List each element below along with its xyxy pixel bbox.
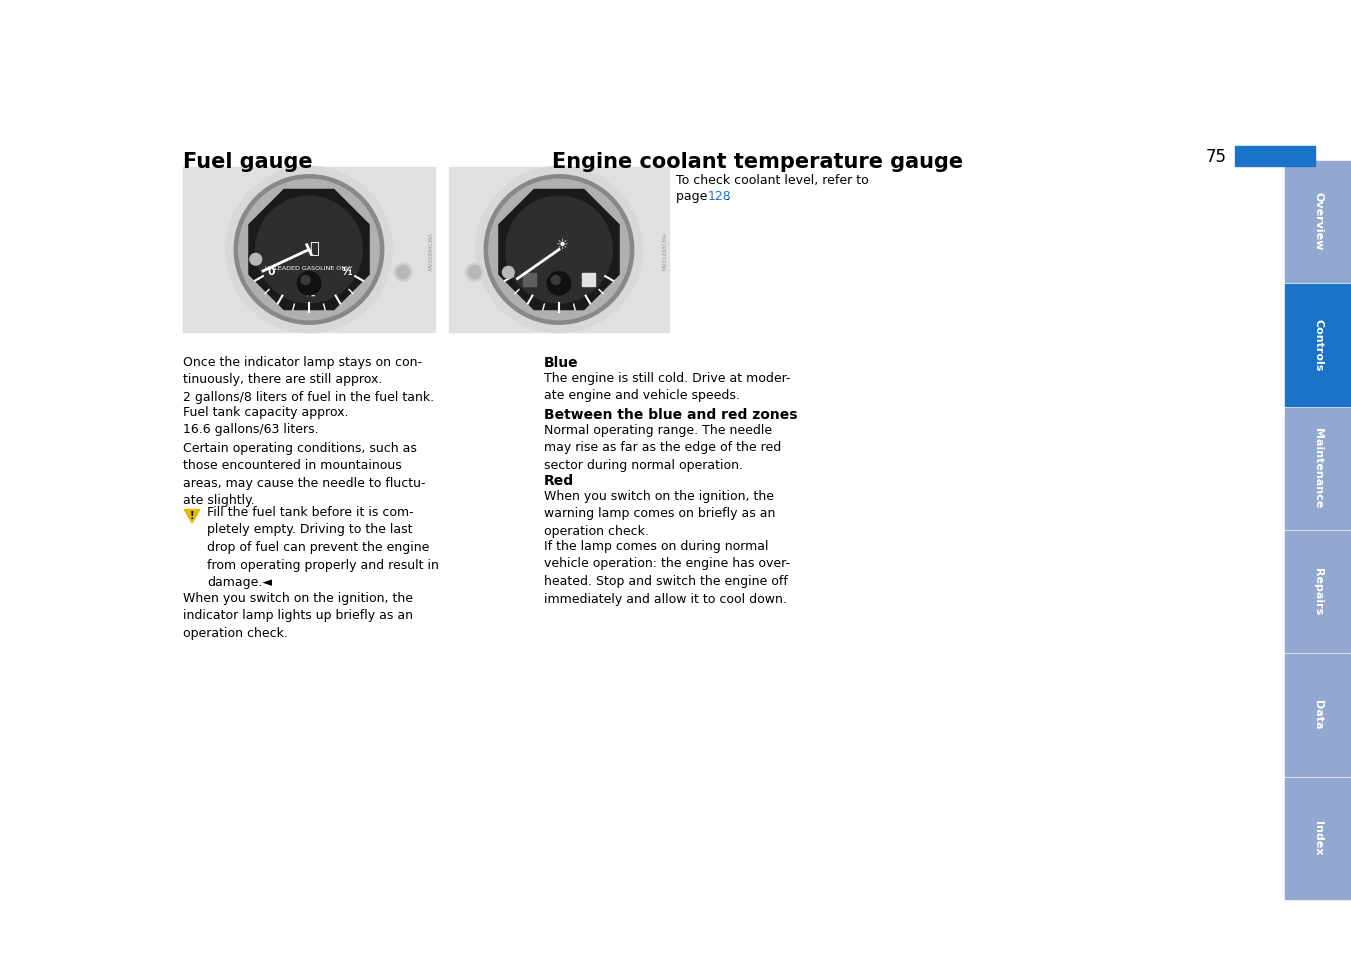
Text: The engine is still cold. Drive at moder-
ate engine and vehicle speeds.: The engine is still cold. Drive at moder… — [544, 372, 790, 402]
Polygon shape — [499, 191, 619, 311]
Text: Normal operating range. The needle
may rise as far as the edge of the red
sector: Normal operating range. The needle may r… — [544, 423, 781, 472]
Text: page: page — [676, 190, 712, 203]
Text: Fuel gauge: Fuel gauge — [182, 152, 312, 172]
Text: ¹⁄₁: ¹⁄₁ — [340, 267, 353, 277]
Text: To check coolant level, refer to: To check coolant level, refer to — [676, 173, 869, 187]
Text: ☀: ☀ — [555, 238, 569, 252]
Bar — [1285, 285, 1351, 406]
Bar — [523, 274, 535, 287]
Text: Fuel tank capacity approx.
16.6 gallons/63 liters.: Fuel tank capacity approx. 16.6 gallons/… — [182, 406, 349, 436]
Text: UNLEADED GASOLINE ONLY: UNLEADED GASOLINE ONLY — [265, 266, 353, 271]
Circle shape — [226, 167, 392, 334]
Bar — [1285, 778, 1351, 899]
Text: ⛽: ⛽ — [309, 239, 319, 254]
Circle shape — [467, 267, 481, 279]
Circle shape — [397, 267, 409, 279]
Circle shape — [503, 267, 515, 279]
Text: If the lamp comes on during normal
vehicle operation: the engine has over-
heate: If the lamp comes on during normal vehic… — [544, 539, 790, 605]
Circle shape — [239, 180, 380, 320]
Text: Between the blue and red zones: Between the blue and red zones — [544, 408, 797, 421]
Text: ½: ½ — [304, 289, 315, 298]
Circle shape — [250, 254, 262, 266]
Bar — [1285, 162, 1351, 283]
Bar — [182, 168, 435, 333]
Text: 0: 0 — [267, 267, 276, 277]
Text: 128: 128 — [708, 190, 732, 203]
Circle shape — [547, 273, 570, 295]
Circle shape — [234, 175, 384, 325]
Circle shape — [476, 167, 642, 334]
Bar — [449, 168, 669, 333]
Circle shape — [255, 197, 362, 303]
Bar — [582, 274, 596, 287]
Text: Repairs: Repairs — [1313, 567, 1323, 615]
Circle shape — [465, 264, 484, 282]
Text: Fill the fuel tank before it is com-
pletely empty. Driving to the last
drop of : Fill the fuel tank before it is com- ple… — [207, 505, 439, 588]
Text: .: . — [725, 190, 730, 203]
Text: 75: 75 — [1206, 148, 1227, 166]
Text: Data: Data — [1313, 700, 1323, 729]
Bar — [1285, 655, 1351, 776]
Text: Maintenance: Maintenance — [1313, 428, 1323, 508]
Text: Blue: Blue — [544, 355, 578, 370]
Circle shape — [484, 175, 634, 325]
Text: MV01295CMA: MV01295CMA — [662, 232, 667, 269]
Bar — [1285, 532, 1351, 653]
Circle shape — [505, 197, 612, 303]
Text: Controls: Controls — [1313, 318, 1323, 371]
Text: Once the indicator lamp stays on con-
tinuously, there are still approx.
2 gallo: Once the indicator lamp stays on con- ti… — [182, 355, 434, 403]
Text: MV00994CMA: MV00994CMA — [428, 232, 434, 269]
Text: When you switch on the ignition, the
warning lamp comes on briefly as an
operati: When you switch on the ignition, the war… — [544, 490, 775, 537]
Circle shape — [489, 180, 630, 320]
Circle shape — [301, 276, 311, 285]
Bar — [1235, 147, 1315, 167]
Bar — [1285, 408, 1351, 530]
Text: When you switch on the ignition, the
indicator lamp lights up briefly as an
oper: When you switch on the ignition, the ind… — [182, 592, 413, 639]
Text: !: ! — [189, 511, 195, 520]
Polygon shape — [249, 191, 369, 311]
Circle shape — [297, 273, 320, 295]
Circle shape — [551, 276, 561, 285]
Text: Red: Red — [544, 474, 574, 488]
Text: Index: Index — [1313, 821, 1323, 855]
Text: Certain operating conditions, such as
those encountered in mountainous
areas, ma: Certain operating conditions, such as th… — [182, 441, 426, 507]
Circle shape — [394, 264, 412, 282]
Text: Engine coolant temperature gauge: Engine coolant temperature gauge — [553, 152, 963, 172]
Text: Overview: Overview — [1313, 193, 1323, 251]
